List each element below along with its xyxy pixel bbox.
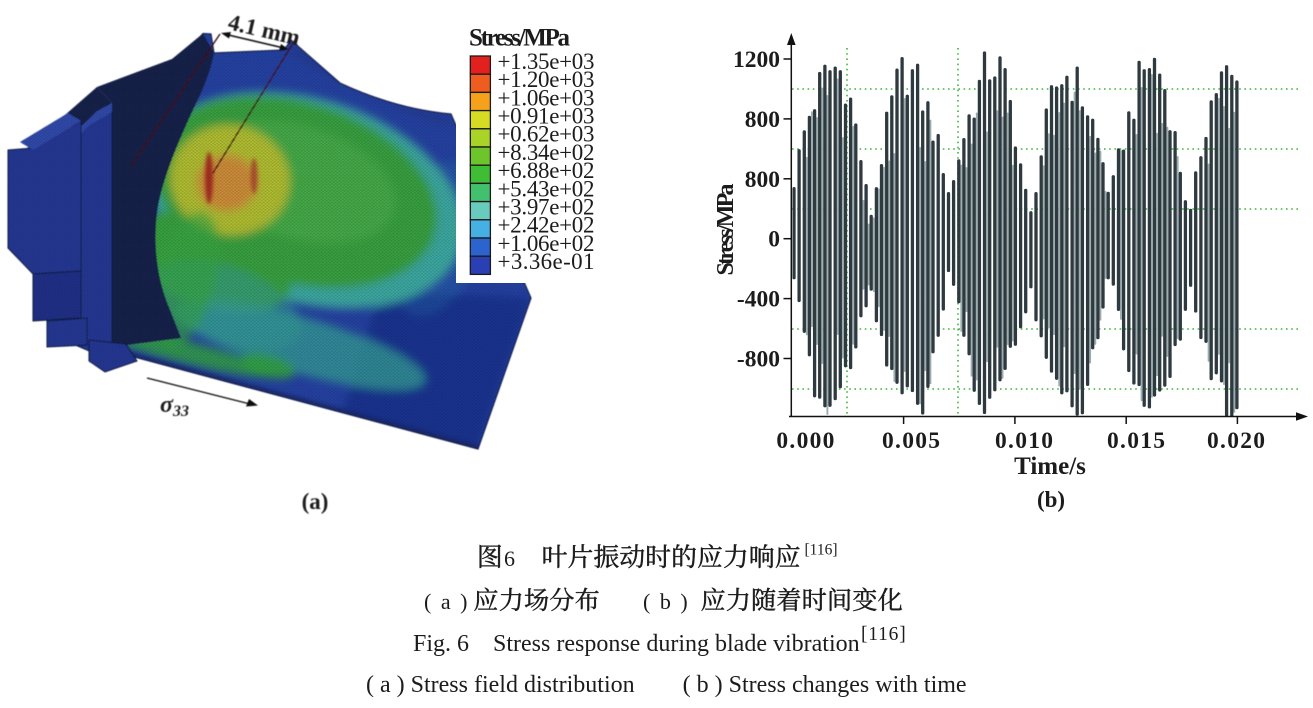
svg-text:+3.36e-01: +3.36e-01 [498, 249, 595, 274]
svg-text:+1.20e+03: +1.20e+03 [498, 67, 595, 92]
svg-text:0.005: 0.005 [882, 428, 940, 454]
svg-text:0: 0 [768, 227, 780, 253]
svg-text:σ33: σ33 [160, 392, 189, 420]
svg-text:+8.34e+02: +8.34e+02 [498, 140, 595, 165]
svg-text:800: 800 [745, 107, 780, 133]
svg-text:(a): (a) [302, 489, 329, 514]
svg-text:-400: -400 [737, 287, 780, 313]
svg-text:( b ): ( b ) [643, 589, 688, 614]
svg-text:[116]: [116] [805, 542, 838, 559]
svg-text:800: 800 [745, 167, 780, 193]
svg-text:6: 6 [504, 546, 515, 571]
svg-text:Stress/MPa: Stress/MPa [713, 184, 739, 276]
svg-text:+6.88e+02: +6.88e+02 [498, 158, 595, 183]
svg-text:( a ): ( a ) [424, 589, 467, 614]
svg-text:-800: -800 [737, 347, 780, 373]
svg-text:+1.06e+02: +1.06e+02 [498, 231, 595, 256]
svg-text:+0.62e+03: +0.62e+03 [498, 122, 595, 147]
svg-text:(b): (b) [1037, 487, 1065, 512]
svg-text:0.000: 0.000 [776, 428, 834, 454]
svg-text:[116]: [116] [861, 624, 907, 645]
svg-text:+1.35e+03: +1.35e+03 [498, 49, 595, 74]
svg-text:+2.42e+02: +2.42e+02 [498, 213, 595, 238]
svg-text:+3.97e+02: +3.97e+02 [498, 195, 595, 220]
svg-text:Fig. 6 Stress response during: Fig. 6 Stress response during blade vibr… [413, 631, 860, 657]
svg-text:0.020: 0.020 [1207, 428, 1265, 454]
svg-text:+0.91e+03: +0.91e+03 [498, 104, 595, 129]
svg-text:1200: 1200 [733, 47, 780, 73]
svg-text:0.015: 0.015 [1107, 428, 1165, 454]
svg-text:Stress/MPa: Stress/MPa [469, 25, 571, 52]
svg-text:0.010: 0.010 [995, 428, 1053, 454]
svg-text:+5.43e+02: +5.43e+02 [498, 176, 595, 201]
svg-text:+1.06e+03: +1.06e+03 [498, 85, 595, 110]
svg-text:( a ) Stress field distributi: ( a ) Stress field distribution ( b ) St… [366, 672, 967, 698]
svg-text:Time/s: Time/s [1014, 453, 1086, 480]
